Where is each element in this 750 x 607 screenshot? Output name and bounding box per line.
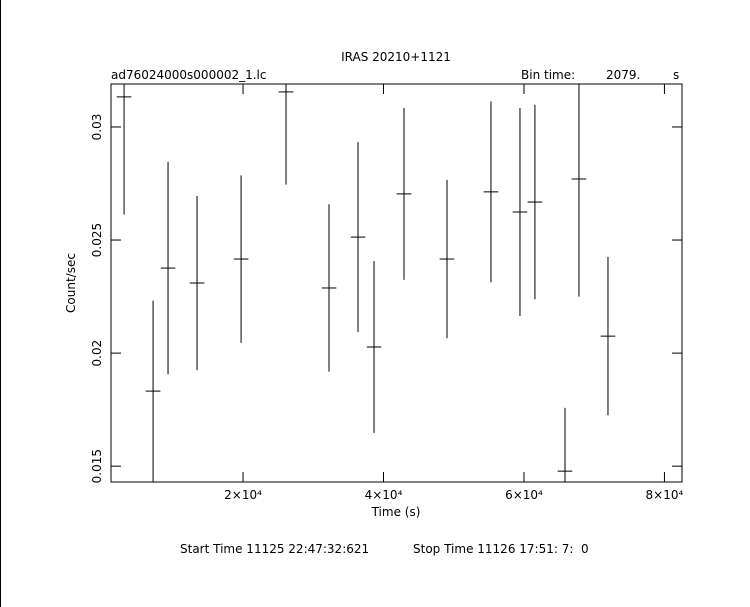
x-tick-label: 4×10⁴ — [365, 488, 403, 502]
bin-time-label: Bin time: — [521, 68, 575, 82]
bin-time-unit: s — [673, 68, 679, 82]
y-tick-label: 0.03 — [90, 114, 104, 141]
x-axis-label: Time (s) — [371, 505, 421, 519]
y-tick-label: 0.02 — [90, 340, 104, 367]
plot-frame — [110, 83, 683, 483]
x-tick-label: 2×10⁴ — [224, 488, 262, 502]
start-time: Start Time 11125 22:47:32:621 — [180, 542, 369, 556]
chart-title: IRAS 20210+1121 — [341, 50, 451, 64]
y-tick-label: 0.015 — [90, 449, 104, 483]
y-axis-label: Count/sec — [64, 253, 78, 313]
file-name: ad76024000s000002_1.lc — [111, 68, 267, 82]
bin-time: 2079. — [606, 68, 640, 82]
plot-area — [116, 84, 616, 482]
x-tick-label: 6×10⁴ — [505, 488, 543, 502]
x-tick-label: 8×10⁴ — [646, 488, 684, 502]
stop-time: Stop Time 11126 17:51: 7: 0 — [413, 542, 589, 556]
y-tick-label: 0.025 — [90, 223, 104, 257]
